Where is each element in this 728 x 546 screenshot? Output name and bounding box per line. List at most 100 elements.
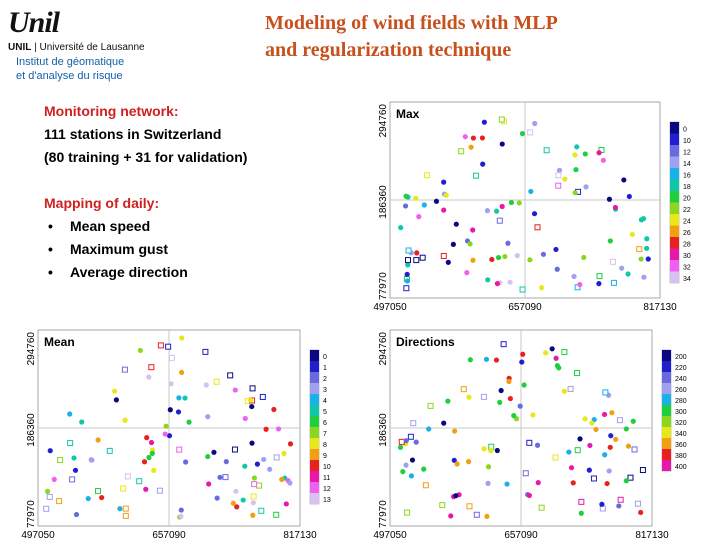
directions-training-station (488, 448, 494, 454)
max-legend-swatch (670, 237, 679, 249)
max-training-station (489, 256, 495, 263)
bullet-item: • Mean speed (44, 215, 247, 238)
mean-training-station (240, 497, 246, 503)
max-training-station (443, 192, 449, 198)
logo-institute-line2: et d'analyse du risque (16, 70, 123, 82)
max-x-tick-label: 817130 (643, 302, 677, 313)
map-directions: Directions 497050 657090 817130 294760 186360… (373, 329, 687, 541)
max-legend-label: 14 (683, 161, 691, 168)
max-training-station (554, 266, 560, 272)
max-training-station (414, 250, 420, 256)
mean-training-station (47, 448, 53, 454)
directions-training-station (517, 403, 523, 409)
mean-legend-swatch (310, 372, 319, 383)
mean-validation-station (95, 488, 102, 495)
max-legend-swatch (670, 168, 679, 180)
max-training-station (556, 167, 563, 173)
bullet-text: Average direction (70, 264, 188, 280)
mean-training-station (122, 417, 128, 423)
mean-legend-label: 10 (323, 464, 331, 471)
max-validation-station (519, 286, 526, 293)
directions-training-station (535, 480, 541, 486)
max-validation-station (473, 172, 480, 179)
mean-training-station (67, 411, 73, 417)
directions-training-station (493, 357, 500, 363)
directions-validation-station (578, 498, 585, 505)
mean-training-station (137, 347, 143, 354)
max-training-station (441, 207, 447, 213)
max-training-station (625, 271, 631, 277)
mean-legend-swatch (310, 438, 319, 449)
logo-unil-abbrev: UNIL (8, 42, 32, 53)
mean-training-station (250, 512, 256, 518)
mean-training-station (141, 459, 148, 465)
mean-validation-station (121, 366, 128, 373)
max-training-station (531, 211, 538, 217)
mean-training-station (71, 455, 77, 461)
directions-validation-station (552, 454, 559, 461)
directions-y-tick-label: 186360 (378, 413, 389, 447)
mean-training-station (176, 395, 182, 401)
mean-training-station (205, 414, 211, 420)
max-training-station (462, 134, 468, 140)
max-training-station (421, 202, 427, 208)
directions-training-station (465, 459, 472, 465)
max-training-station (571, 273, 577, 280)
mean-validation-station (273, 454, 280, 461)
max-legend-label: 0 (683, 127, 687, 134)
max-training-station (553, 246, 559, 253)
directions-legend-swatch (662, 416, 671, 427)
map-max-gust: Max 497050 657090 817130 294760 186360 77970 0 1… (373, 101, 691, 313)
monitoring-heading: Monitoring network: (44, 103, 179, 119)
directions-validation-station (639, 467, 646, 474)
mean-legend-swatch (310, 405, 319, 416)
max-training-station (539, 285, 545, 291)
directions-training-station (616, 503, 622, 509)
mean-training-station (247, 397, 254, 403)
spacer (44, 169, 247, 192)
mean-legend-label: 0 (323, 354, 327, 361)
mean-legend-swatch (310, 471, 319, 482)
mean-training-station (211, 449, 217, 455)
directions-legend-swatch (662, 449, 671, 460)
directions-legend-swatch (662, 427, 671, 438)
max-training-station (464, 270, 470, 276)
directions-legend-label: 400 (675, 464, 687, 471)
directions-legend-label: 320 (675, 420, 687, 427)
mean-training-station (113, 397, 119, 403)
max-legend-swatch (670, 214, 679, 226)
max-legend-label: 10 (683, 138, 691, 145)
directions-training-station (534, 442, 541, 448)
max-legend-swatch (670, 260, 679, 272)
max-training-station (494, 280, 500, 287)
directions-training-station (578, 510, 584, 516)
directions-training-station (467, 357, 473, 363)
directions-legend-label: 220 (675, 365, 687, 372)
directions-map-title: Directions (396, 335, 455, 349)
mean-y-tick-label: 77970 (26, 500, 37, 528)
mean-training-station (179, 335, 185, 341)
directions-training-station (519, 359, 525, 365)
mapping-heading: Mapping of daily: (44, 195, 160, 211)
max-legend-swatch (670, 191, 679, 203)
directions-training-station (526, 492, 532, 499)
directions-legend-label: 360 (675, 442, 687, 449)
max-training-station (619, 265, 625, 271)
mean-training-station (206, 481, 212, 487)
directions-training-station (606, 468, 612, 474)
max-validation-station (496, 217, 503, 224)
directions-training-station (586, 467, 592, 473)
mean-validation-station (136, 478, 143, 485)
mean-training-station (275, 426, 282, 432)
max-training-station (508, 199, 515, 206)
mean-legend-swatch (310, 493, 319, 504)
directions-training-station (485, 464, 492, 470)
directions-validation-station (567, 385, 574, 392)
mean-legend-label: 8 (323, 442, 327, 449)
max-training-station (468, 144, 474, 150)
mean-validation-station (124, 473, 131, 480)
max-legend-label: 16 (683, 173, 691, 180)
max-map-title: Max (396, 107, 420, 121)
max-y-tick-label: 294760 (378, 104, 389, 138)
mean-validation-station (227, 372, 234, 379)
